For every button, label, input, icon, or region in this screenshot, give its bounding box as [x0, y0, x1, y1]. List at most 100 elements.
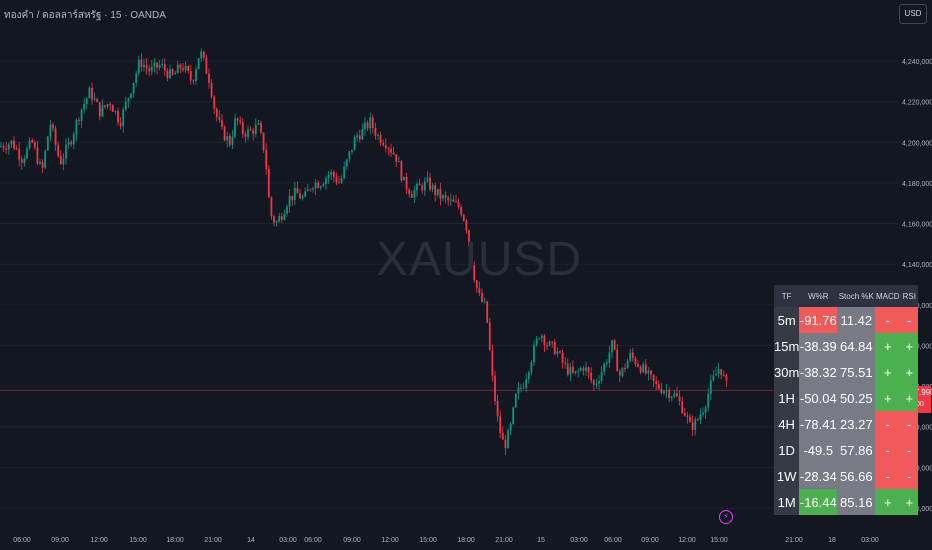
- candle-body: [286, 206, 288, 214]
- signal-table: TF W%R Stoch %K MACD RSI 5m -91.76 11.42- -…: [774, 285, 919, 515]
- candle-body: [239, 120, 242, 123]
- candle-body: [80, 109, 83, 121]
- candle-body: [540, 335, 543, 339]
- candle-body: [78, 119, 80, 121]
- candle-body: [306, 189, 309, 192]
- candle-body: [361, 129, 364, 140]
- wr-cell: -38.32: [799, 359, 838, 385]
- candle-body: [379, 135, 382, 144]
- candle-body: [169, 69, 171, 79]
- candle-body: [702, 412, 704, 415]
- candle-body: [325, 177, 327, 185]
- y-tick-label: 4,140,000: [902, 262, 932, 269]
- candle-body: [140, 59, 143, 68]
- candle-body: [54, 128, 57, 145]
- candle-body: [192, 80, 195, 82]
- candle-body: [158, 64, 161, 68]
- candle-body: [686, 415, 689, 417]
- x-tick-label: 12:00: [90, 537, 108, 544]
- candle-body: [507, 430, 509, 449]
- candle-body: [46, 136, 49, 151]
- candle-body: [223, 126, 226, 141]
- candle-body: [317, 182, 320, 188]
- candle-body: [187, 65, 190, 72]
- candle-body: [452, 199, 455, 202]
- candle-body: [587, 367, 590, 373]
- candle-body: [260, 123, 262, 133]
- candle-body: [483, 301, 486, 303]
- candle-body: [338, 182, 340, 184]
- candle-body: [351, 149, 353, 152]
- candle-body: [226, 135, 229, 141]
- macd-cell: +: [875, 385, 901, 411]
- candle-body: [2, 146, 5, 149]
- candle-body: [538, 338, 541, 340]
- candle-body: [15, 148, 18, 150]
- x-tick-label: 06:00: [13, 537, 31, 544]
- y-tick-label: 4,200,000: [902, 140, 932, 147]
- candle-body: [182, 68, 184, 70]
- candle-body: [122, 109, 125, 127]
- candle-body: [343, 166, 346, 179]
- candle-body: [416, 183, 418, 191]
- candle-body: [234, 118, 236, 137]
- candle-body: [696, 419, 699, 421]
- candle-body: [106, 104, 109, 107]
- candle-body: [257, 123, 260, 125]
- candle-body: [91, 87, 93, 100]
- candle-body: [10, 140, 13, 145]
- candle-body: [20, 159, 23, 163]
- candle-body: [673, 393, 676, 397]
- candle-body: [65, 144, 67, 159]
- candle-body: [179, 64, 182, 69]
- candle-body: [293, 187, 296, 201]
- candle-body: [262, 132, 265, 151]
- candle-body: [395, 154, 398, 162]
- candle-body: [153, 62, 156, 67]
- rsi-cell: +: [900, 385, 919, 411]
- candle-body: [291, 195, 294, 201]
- candle-body: [509, 423, 512, 431]
- candle-body: [197, 58, 200, 70]
- candle-body: [650, 370, 652, 375]
- candle-body: [720, 369, 723, 376]
- candle-body: [647, 370, 650, 374]
- candle-body: [98, 102, 101, 117]
- candle-body: [574, 371, 577, 373]
- candle-body: [304, 191, 307, 197]
- candle-body: [444, 195, 447, 198]
- candle-body: [377, 135, 379, 137]
- candle-body: [434, 185, 437, 196]
- candle-body: [725, 375, 728, 381]
- tf-cell: 5m: [774, 307, 800, 333]
- candle-body: [369, 117, 372, 129]
- candle-body: [283, 213, 286, 220]
- candle-body: [278, 216, 281, 222]
- x-tick-label: 18:00: [166, 537, 184, 544]
- x-tick-label: 14: [247, 537, 255, 544]
- stoch-cell: 11.42: [837, 307, 876, 333]
- candle-body: [624, 367, 626, 369]
- x-tick-label: 12:00: [678, 537, 696, 544]
- x-tick-label: 15:00: [129, 537, 147, 544]
- candle-body: [267, 168, 270, 198]
- candle-body: [249, 129, 252, 131]
- candle-body: [556, 351, 559, 355]
- header-macd: MACD: [875, 285, 901, 307]
- candle-body: [241, 122, 244, 135]
- candle-body: [577, 370, 580, 372]
- lightning-icon[interactable]: ⚡: [719, 510, 733, 524]
- table-row: 1H -50.04 50.25 + +: [774, 385, 919, 411]
- rsi-cell: +: [900, 489, 919, 515]
- candle-body: [447, 197, 450, 201]
- candle-body: [491, 349, 494, 376]
- x-tick-label: 06:00: [604, 537, 622, 544]
- table-row: 5m -91.76 11.42- -: [774, 307, 919, 333]
- candle-body: [312, 188, 314, 190]
- currency-selector[interactable]: USD: [899, 4, 927, 24]
- candle-body: [400, 161, 403, 181]
- candle-body: [533, 344, 535, 363]
- wr-cell: -91.76: [799, 307, 838, 333]
- candle-body: [387, 148, 390, 150]
